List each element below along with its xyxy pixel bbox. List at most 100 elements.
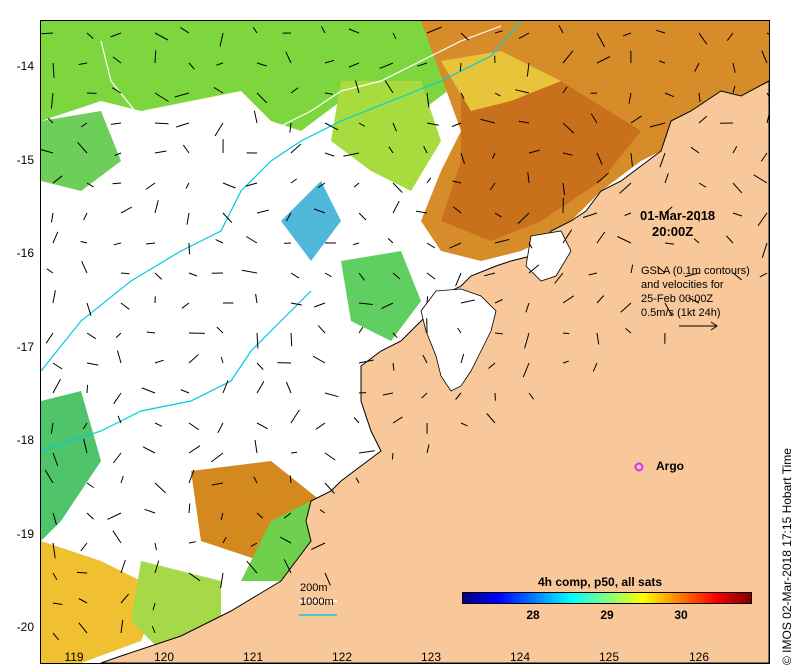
velocity-arrow [86, 332, 97, 340]
velocity-arrow [256, 209, 269, 214]
velocity-arrow [215, 239, 224, 244]
velocity-arrow [80, 122, 88, 128]
velocity-arrow [494, 212, 502, 218]
velocity-scale-arrowhead [710, 321, 718, 331]
footer-credit: © IMOS 02-Mar-2018 17:15 Hobart Time [780, 448, 794, 665]
velocity-arrow [154, 50, 157, 64]
velocity-arrow [113, 392, 122, 405]
velocity-arrow [726, 235, 734, 244]
inland-gulf [420, 288, 497, 392]
velocity-arrow [45, 332, 54, 344]
legend-1000m-label: 1000m [300, 596, 334, 608]
velocity-arrow [222, 380, 229, 394]
velocity-arrow [453, 206, 462, 214]
velocity-arrow [250, 542, 258, 547]
velocity-arrow [290, 178, 297, 184]
colorbar-tick-label: 29 [600, 608, 614, 622]
velocity-arrow [112, 452, 122, 464]
velocity-arrow [142, 446, 156, 454]
velocity-arrow [766, 112, 769, 124]
contour-1000m [41, 21, 522, 372]
velocity-arrow [324, 92, 333, 95]
velocity-arrow [283, 559, 292, 574]
velocity-arrow [460, 422, 468, 427]
velocity-arrow [460, 353, 465, 364]
velocity-arrow [83, 212, 88, 221]
velocity-arrow [117, 415, 122, 424]
velocity-arrow [596, 231, 606, 244]
velocity-arrow [86, 302, 92, 316]
velocity-arrow [86, 182, 94, 188]
colorbar-tick-label: 30 [674, 608, 688, 622]
sst-map [41, 21, 769, 663]
velocity-arrow [358, 450, 375, 454]
argo-marker [634, 462, 644, 472]
velocity-arrow [245, 182, 258, 187]
lat-tick-label: -15 [16, 153, 34, 167]
velocity-arrow [222, 212, 233, 223]
velocity-arrow [527, 172, 530, 184]
velocity-arrow [188, 272, 198, 277]
velocity-arrow [324, 392, 339, 398]
velocity-arrow [52, 452, 59, 467]
velocity-arrow [210, 452, 224, 463]
velocity-arrow [320, 26, 326, 34]
lon-tick-label: 122 [331, 650, 353, 664]
velocity-arrow [494, 30, 503, 34]
velocity-arrow [46, 268, 54, 274]
velocity-arrow [290, 302, 302, 306]
velocity-arrow [154, 32, 169, 41]
velocity-arrow [182, 144, 190, 154]
velocity-arrow [562, 229, 573, 244]
velocity-arrow [222, 182, 236, 189]
velocity-arrow [353, 242, 360, 246]
lat-tick-label: -14 [16, 59, 34, 73]
velocity-arrow [120, 559, 126, 574]
colorbar [462, 592, 752, 604]
velocity-arrow [290, 332, 293, 347]
velocity-arrow [554, 272, 564, 284]
velocity-arrow [590, 113, 598, 124]
velocity-arrow [562, 295, 574, 304]
velocity-arrow [698, 182, 707, 188]
velocity-arrow [592, 362, 598, 372]
velocity-arrow [146, 331, 156, 334]
velocity-arrow [562, 332, 570, 335]
velocity-arrow [392, 332, 398, 338]
velocity-arrow [480, 118, 496, 124]
velocity-arrow [254, 440, 258, 454]
velocity-arrow [392, 182, 403, 193]
velocity-arrow [76, 571, 88, 574]
velocity-arrow [152, 602, 156, 611]
velocity-arrow [188, 242, 190, 255]
velocity-arrow [451, 122, 462, 128]
velocity-arrow [188, 541, 196, 544]
velocity-arrow [319, 509, 326, 514]
velocity-arrow [78, 598, 88, 604]
velocity-arrow [256, 92, 268, 104]
velocity-arrow [484, 272, 496, 277]
map-date: 01-Mar-2018 [640, 208, 716, 223]
gsla-line-4: 0.5m/s (1kt 24h) [641, 307, 721, 319]
velocity-arrow [52, 62, 55, 78]
velocity-arrow [52, 632, 60, 641]
velocity-arrow [324, 152, 335, 157]
velocity-arrow [494, 299, 503, 304]
velocity-arrow [392, 272, 401, 280]
velocity-arrow [111, 87, 122, 94]
velocity-arrow [77, 141, 88, 154]
velocity-arrow [423, 145, 428, 154]
velocity-arrow [422, 354, 428, 364]
velocity-arrow [220, 512, 224, 521]
velocity-arrow [528, 149, 540, 154]
contour-1000m-south [41, 290, 312, 452]
velocity-arrow [154, 482, 166, 494]
velocity-arrow [216, 62, 224, 66]
gsla-line-2: and velocities for [641, 279, 724, 291]
velocity-arrow [52, 512, 57, 525]
velocity-arrow [44, 469, 54, 484]
velocity-arrow [658, 60, 666, 64]
velocity-arrow [120, 206, 132, 214]
velocity-arrow [358, 272, 365, 281]
velocity-arrow [188, 354, 199, 364]
